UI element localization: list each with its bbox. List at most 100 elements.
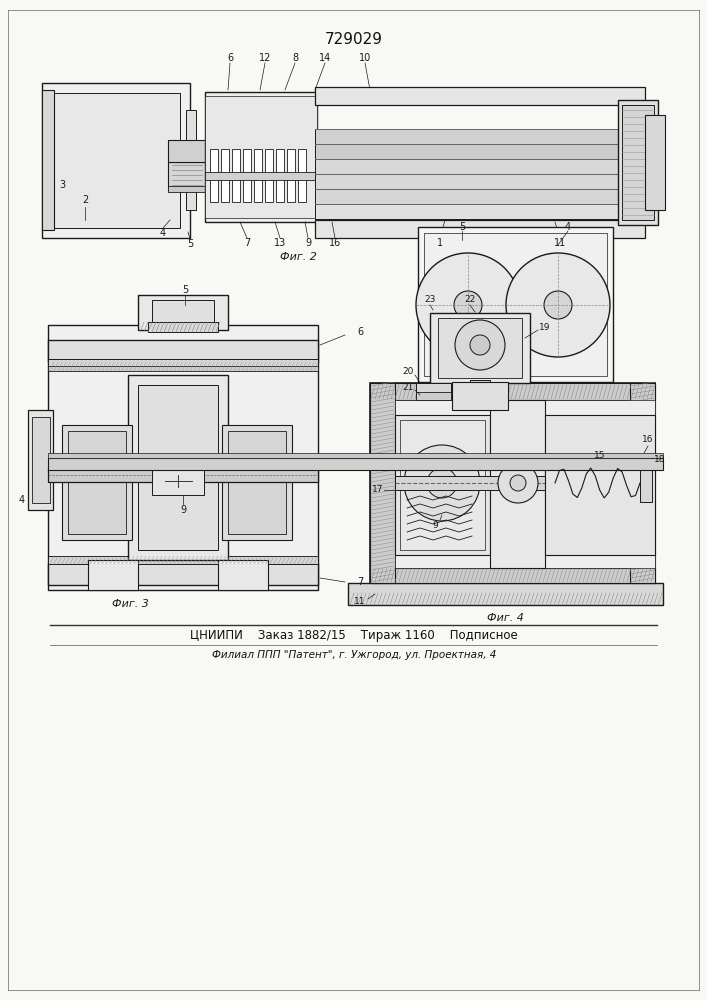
Text: 5: 5 (187, 239, 193, 249)
Text: Фиг. 2: Фиг. 2 (279, 252, 317, 262)
Bar (210, 177, 218, 202)
Ellipse shape (163, 474, 193, 488)
Bar (28, 410, 53, 510)
Bar (630, 383, 655, 583)
Text: 6: 6 (227, 53, 233, 63)
Text: 7: 7 (244, 238, 250, 248)
Bar (228, 431, 286, 534)
Text: 2: 2 (82, 195, 88, 205)
Bar (52, 93, 180, 228)
Text: 3: 3 (59, 180, 65, 190)
Text: Фиг. 4: Фиг. 4 (486, 613, 523, 623)
Bar (618, 100, 658, 225)
Circle shape (455, 320, 505, 370)
Bar (48, 458, 663, 470)
Bar (243, 149, 251, 174)
Text: 11: 11 (354, 597, 366, 606)
Text: 11: 11 (554, 238, 566, 248)
Bar (645, 115, 665, 210)
Bar (48, 340, 318, 362)
Text: 8: 8 (292, 53, 298, 63)
Text: 19: 19 (539, 324, 551, 332)
Bar (221, 177, 229, 202)
Bar (490, 400, 545, 568)
Bar (395, 400, 655, 568)
Bar (210, 149, 218, 174)
Text: 10: 10 (359, 53, 371, 63)
Bar (152, 467, 204, 495)
Bar (298, 149, 306, 174)
Text: 5: 5 (182, 285, 188, 295)
Text: 7: 7 (357, 577, 363, 587)
Bar (168, 162, 208, 190)
Bar (545, 415, 655, 555)
Bar (168, 186, 208, 192)
Text: 9: 9 (432, 520, 438, 530)
Bar (315, 189, 645, 204)
Bar (221, 149, 229, 174)
Bar (152, 300, 214, 322)
Bar (470, 380, 490, 400)
Bar (287, 177, 295, 202)
Bar (315, 129, 645, 144)
Circle shape (498, 463, 538, 503)
Bar (370, 383, 395, 583)
Text: 9: 9 (305, 238, 311, 248)
Bar (400, 420, 485, 550)
Bar (370, 568, 655, 583)
Bar (48, 325, 318, 590)
Bar (48, 468, 318, 482)
Bar (370, 383, 655, 400)
Bar (62, 425, 132, 540)
Circle shape (427, 468, 457, 498)
Text: 729029: 729029 (325, 32, 383, 47)
Bar (416, 383, 451, 400)
Bar (42, 83, 190, 238)
Text: 4: 4 (19, 495, 25, 505)
Bar (48, 453, 663, 458)
Bar (205, 92, 317, 222)
Bar (232, 177, 240, 202)
Bar (168, 140, 208, 162)
Bar (276, 149, 284, 174)
Bar (243, 177, 251, 202)
Bar (68, 431, 126, 534)
Bar (395, 415, 490, 555)
Text: 23: 23 (424, 296, 436, 304)
Text: 15: 15 (595, 450, 606, 460)
Bar (395, 476, 655, 490)
Text: 13: 13 (274, 238, 286, 248)
Text: 16: 16 (329, 238, 341, 248)
Bar (32, 417, 50, 503)
Bar (205, 96, 317, 218)
Bar (128, 375, 228, 560)
Text: Фиг. 3: Фиг. 3 (112, 599, 148, 609)
Text: 4: 4 (565, 222, 571, 232)
Bar (622, 105, 654, 220)
Circle shape (470, 335, 490, 355)
Circle shape (506, 253, 610, 357)
Bar (48, 359, 318, 367)
Bar (424, 233, 607, 376)
Bar (418, 227, 613, 382)
Bar (48, 366, 318, 371)
Bar (298, 177, 306, 202)
Bar (315, 204, 645, 219)
Text: 22: 22 (464, 296, 476, 304)
Bar (232, 149, 240, 174)
Bar (276, 177, 284, 202)
Bar (254, 177, 262, 202)
Bar (48, 556, 318, 564)
Text: 1: 1 (437, 238, 443, 248)
Bar (287, 149, 295, 174)
Text: 14: 14 (319, 53, 331, 63)
Bar (138, 295, 228, 330)
Bar (370, 383, 655, 583)
Circle shape (454, 291, 482, 319)
Bar (205, 172, 317, 180)
Text: ЦНИИПИ    Заказ 1882/15    Тираж 1160    Подписное: ЦНИИПИ Заказ 1882/15 Тираж 1160 Подписно… (190, 629, 518, 642)
Bar (138, 385, 218, 550)
Bar (315, 174, 645, 189)
Bar (186, 110, 196, 210)
Bar (640, 464, 652, 502)
